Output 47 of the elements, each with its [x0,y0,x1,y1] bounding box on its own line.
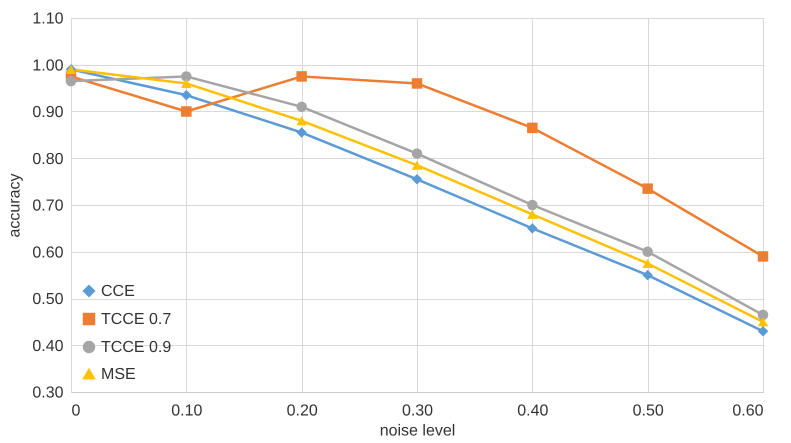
x-tick-label: 0 [72,402,80,420]
point [758,317,768,326]
point [642,246,653,257]
point [412,78,422,89]
point [758,251,768,262]
x-tick-label: 0.60 [732,402,764,420]
point [642,258,653,268]
point [66,76,76,86]
x-tick-label: 0.10 [171,402,203,420]
point [527,223,538,234]
point [527,122,538,134]
y-tick-label: 1.00 [32,57,64,74]
y-tick-label: 0.40 [32,338,64,355]
legend-label: TCCE 0.9 [101,339,172,356]
legend-label: MSE [101,366,136,383]
point [758,326,768,336]
y-tick-label: 0.50 [32,291,64,308]
point [181,106,192,117]
point [181,71,192,82]
point [527,210,538,219]
point [642,183,653,194]
point [412,174,422,185]
y-tick-label: 0.70 [32,198,64,214]
point [412,160,422,170]
point [181,78,192,88]
x-tick-label: 0.50 [632,402,664,420]
y-tick-label: 0.90 [32,104,64,121]
point [296,127,307,138]
point [527,200,538,210]
point [181,90,192,100]
x-tick-label: 0.40 [517,402,549,420]
point [296,71,307,82]
x-axis-title: noise level [380,422,456,440]
point [642,270,653,280]
x-tick-label: 0.20 [286,402,318,420]
y-tick-label: 0.60 [32,244,64,262]
point [412,148,422,159]
point [296,116,307,126]
x-tick-label: 0.30 [402,402,434,420]
y-axis-title: accuracy [6,173,24,238]
legend-label: TCCE 0.7 [101,311,172,328]
legend-label: CCE [101,283,135,300]
y-tick-label: 1.10 [32,10,64,28]
point [758,310,768,320]
point [296,102,307,112]
y-tick-label: 0.30 [32,384,64,402]
y-tick-label: 0.80 [32,150,64,168]
